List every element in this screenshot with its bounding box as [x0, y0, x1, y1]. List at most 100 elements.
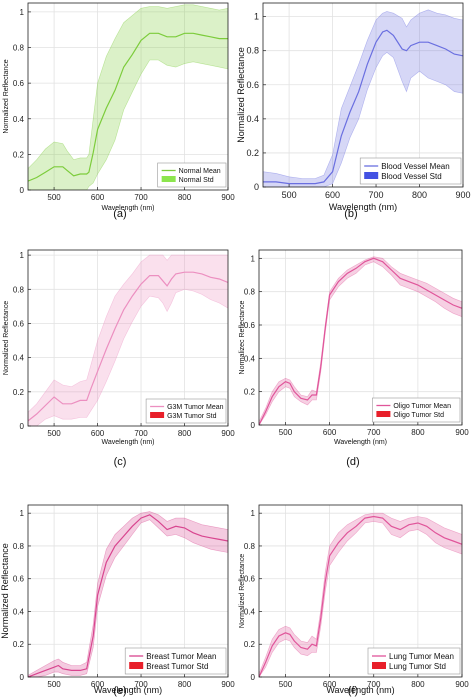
y-tick-label: 1 [251, 509, 256, 518]
x-tick-label: 600 [91, 193, 105, 202]
x-tick-label: 500 [282, 190, 297, 200]
legend-std-swatch [150, 412, 165, 418]
plot-frame [27, 504, 229, 678]
legend-mean-label: G3M Tumor Mean [167, 404, 224, 411]
legend: Normal Mean Normal Std [157, 162, 227, 188]
y-tick-label: 0.6 [244, 575, 256, 584]
legend-std-label: Lung Tumor Std [389, 662, 446, 671]
y-tick-label: 0.4 [13, 115, 25, 124]
panel-label: (b) [344, 208, 357, 220]
x-tick-label: 700 [134, 680, 148, 689]
x-tick-label: 900 [455, 680, 469, 689]
plot-frame [258, 504, 463, 678]
legend-std-label: Normal Std [179, 177, 214, 184]
y-tick-label: 0.6 [13, 79, 25, 88]
y-axis-label: Normalized Reflectance [236, 47, 246, 143]
panel-label: (e) [113, 685, 126, 697]
y-tick-label: 0.6 [13, 319, 25, 328]
y-tick-label: 1 [20, 8, 25, 17]
x-axis-label: Wavelength (nm) [94, 685, 162, 695]
x-tick-label: 800 [178, 193, 192, 202]
std-band [28, 254, 228, 426]
x-tick-label: 500 [47, 429, 61, 438]
x-tick-label: 700 [369, 190, 384, 200]
mean-line [259, 257, 462, 425]
x-tick-label: 800 [412, 190, 427, 200]
y-tick-label: 0 [20, 186, 25, 195]
x-axis-label: Wavelength (nm) [326, 685, 394, 695]
mean-line [28, 271, 228, 422]
y-tick-label: 1 [20, 509, 25, 518]
y-axis-label: Normalized Reflectance [3, 59, 10, 133]
y-tick-label: 0.8 [244, 542, 256, 551]
legend-std-label: Blood Vessel Std [381, 172, 441, 181]
std-band [28, 4, 228, 190]
panel-d: 500 600 700 800 900 0 0.2 0.4 0.6 0.8 1 Wavelength … [239, 249, 469, 468]
legend-box [145, 398, 227, 424]
y-tick-label: 0.8 [244, 288, 256, 297]
x-tick-label: 500 [47, 680, 61, 689]
y-tick-label: 0.2 [244, 640, 256, 649]
legend-std-swatch [129, 662, 144, 669]
mean-line [28, 514, 228, 677]
panel-f: 500 600 700 800 900 0 0.2 0.4 0.6 0.8 1 Wavelength … [239, 504, 469, 697]
mean-line [28, 32, 228, 182]
legend-std-swatch [372, 662, 386, 669]
y-tick-label: 0 [254, 182, 259, 192]
y-tick-label: 0 [20, 422, 25, 431]
y-tick-label: 0.4 [244, 607, 256, 616]
y-axis-label: Normalizec Reflectance [239, 300, 246, 374]
legend-box [124, 647, 227, 675]
y-tick-label: 1 [20, 251, 25, 260]
legend-mean-label: Breast Tumor Mean [146, 652, 216, 661]
x-tick-label: 800 [411, 680, 425, 689]
x-tick-label: 900 [221, 193, 235, 202]
panel-a: 500 600 700 800 900 0 0.2 0.4 0.6 0.8 1 Wavelength … [3, 2, 235, 220]
panel-e: 500 600 700 800 900 0 0.2 0.4 0.6 0.8 1 Wavelength … [0, 504, 235, 697]
x-axis-label: Wavelength (nm) [329, 202, 397, 212]
mean-line [259, 515, 462, 677]
y-tick-label: 0.6 [13, 575, 25, 584]
y-tick-label: 0 [20, 673, 25, 682]
panel-b: 500 600 700 800 900 0 0.2 0.4 0.6 0.8 1 Wavelength … [236, 2, 471, 220]
y-tick-label: 0.2 [244, 388, 256, 397]
plot-frame [262, 2, 464, 188]
plot-frame [258, 249, 463, 426]
y-tick-label: 0.4 [244, 354, 256, 363]
x-tick-label: 600 [91, 429, 105, 438]
y-tick-label: 0.6 [244, 321, 256, 330]
x-tick-label: 900 [455, 190, 470, 200]
x-tick-label: 900 [221, 680, 235, 689]
y-tick-label: 0.8 [13, 542, 25, 551]
legend-box [157, 162, 227, 188]
y-tick-label: 0 [251, 421, 256, 430]
legend: Oligo Tumor Mean Oligo Tumor Std [372, 397, 461, 423]
y-tick-label: 0.4 [246, 114, 259, 124]
x-axis-label: Wavelength (nm) [101, 439, 154, 446]
legend-std-swatch [376, 411, 391, 417]
y-tick-label: 0 [251, 673, 256, 682]
x-tick-label: 900 [221, 429, 235, 438]
legend-box [367, 647, 461, 675]
legend-std-label: Oligo Tumor Std [393, 412, 444, 419]
panel-c: 500 600 700 800 900 0 0.2 0.4 0.6 0.8 1 Wavelength … [3, 249, 235, 468]
y-tick-label: 0.2 [13, 388, 25, 397]
y-tick-label: 0.8 [13, 44, 25, 53]
legend-std-swatch [161, 176, 176, 182]
x-tick-label: 600 [325, 190, 340, 200]
x-tick-label: 500 [47, 193, 61, 202]
x-tick-label: 600 [323, 428, 337, 437]
x-tick-label: 700 [134, 193, 148, 202]
y-axis-label: Normalized Reflectance [239, 554, 246, 628]
panel-label: (f) [348, 685, 358, 697]
x-tick-label: 700 [367, 428, 381, 437]
x-tick-label: 600 [91, 680, 105, 689]
x-tick-label: 800 [178, 429, 192, 438]
mean-line [263, 29, 463, 185]
panel-label: (d) [346, 456, 359, 468]
plot-frame [27, 249, 229, 427]
